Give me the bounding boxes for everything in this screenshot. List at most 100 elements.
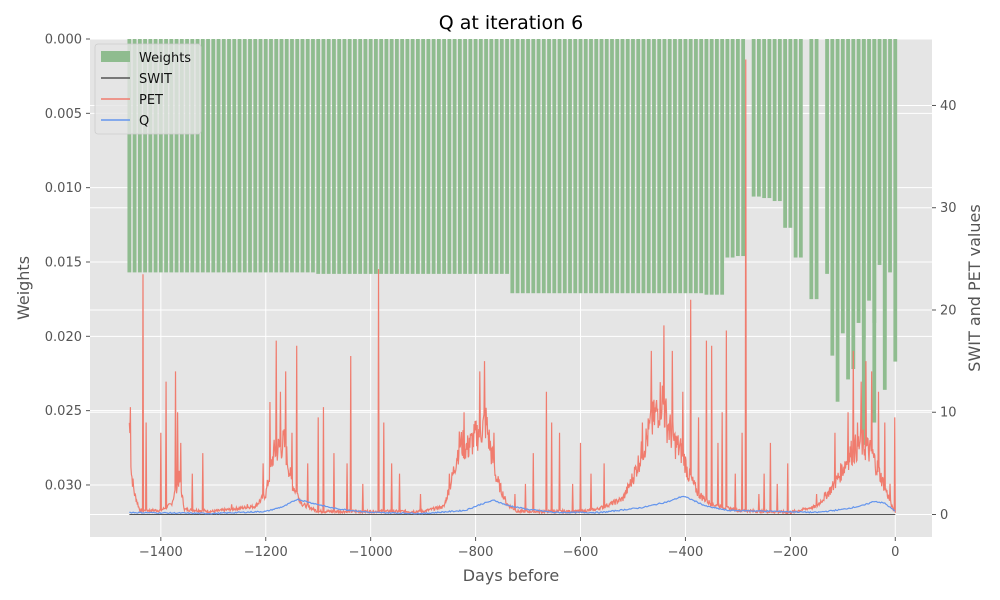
legend-box	[94, 43, 202, 135]
weight-bar	[431, 39, 436, 274]
weight-bar	[599, 39, 604, 294]
weight-bar	[248, 39, 252, 273]
x-tick-label: −800	[458, 545, 494, 560]
weight-bar	[888, 39, 892, 273]
weight-bar	[777, 39, 782, 202]
weight-bar	[715, 39, 719, 295]
legend-label-weights: Weights	[139, 51, 191, 66]
weight-bar	[284, 39, 289, 273]
weight-bar	[568, 39, 572, 294]
weight-bar	[358, 39, 363, 274]
weight-bar	[169, 39, 174, 273]
weight-bar	[825, 39, 829, 274]
weight-bar	[337, 39, 342, 274]
weight-bar	[195, 39, 200, 273]
weight-bar	[174, 39, 179, 273]
weight-bar	[436, 39, 441, 274]
weight-bar	[893, 39, 898, 362]
weight-bar	[237, 39, 242, 273]
weight-bar	[227, 39, 231, 273]
y-left-tick-label: 0.005	[45, 107, 82, 122]
weight-bar	[756, 39, 761, 197]
weight-bar	[374, 39, 378, 274]
weight-bar	[646, 39, 651, 294]
y-left-tick-label: 0.010	[45, 181, 82, 196]
q-line	[129, 495, 896, 515]
weight-bar	[269, 39, 273, 273]
weight-bar	[636, 39, 641, 294]
weight-bar	[783, 39, 787, 228]
weight-bar	[578, 39, 583, 294]
weight-bar	[347, 39, 352, 274]
weight-bar	[389, 39, 394, 274]
weight-bar	[531, 39, 536, 294]
weight-bar	[562, 39, 567, 294]
weight-bar	[846, 39, 850, 380]
weight-bar	[557, 39, 562, 294]
weight-bar	[625, 39, 630, 294]
weight-bar	[877, 39, 882, 265]
weight-bar	[709, 39, 714, 295]
weight-bar	[594, 39, 599, 294]
weight-bar	[316, 39, 321, 274]
weight-bar	[206, 39, 210, 273]
weight-bar	[190, 39, 195, 273]
y-right-tick-label: 0	[940, 508, 948, 523]
weight-bar	[221, 39, 226, 273]
weight-bar	[793, 39, 798, 258]
weight-bar	[589, 39, 593, 294]
weight-bar	[158, 39, 163, 273]
weight-bar	[132, 39, 137, 273]
weight-bar	[415, 39, 420, 274]
weight-bar	[788, 39, 793, 228]
weight-bar	[216, 39, 221, 273]
weight-bar	[809, 39, 814, 300]
weight-bar	[185, 39, 189, 273]
weight-bar	[835, 39, 840, 402]
weight-bar	[882, 39, 887, 390]
x-tick-label: −1200	[244, 545, 288, 560]
weight-bar	[494, 39, 499, 274]
x-tick-label: 0	[891, 545, 899, 560]
weight-bar	[552, 39, 557, 294]
weight-bar	[253, 39, 258, 273]
weight-bar	[678, 39, 683, 294]
weight-bar	[767, 39, 772, 199]
weight-bar	[290, 39, 294, 273]
y-left-tick-label: 0.025	[45, 404, 82, 419]
weight-bar	[604, 39, 609, 294]
x-tick-label: −200	[772, 545, 808, 560]
weight-bar	[762, 39, 767, 199]
weight-bar	[573, 39, 578, 294]
weight-bar	[353, 39, 357, 274]
weight-bar	[164, 39, 168, 273]
weight-bar	[751, 39, 756, 197]
weight-bar	[547, 39, 551, 294]
y-left-axis-label: Weights	[14, 256, 33, 320]
weight-bar	[673, 39, 677, 294]
weight-bar	[741, 39, 746, 257]
y-right-tick-label: 40	[940, 99, 957, 114]
weight-bar	[541, 39, 546, 294]
weight-bar	[463, 39, 467, 274]
weight-bar	[442, 39, 447, 274]
weight-bar	[814, 39, 819, 300]
y-left-tick-label: 0.020	[45, 330, 82, 345]
weight-bar	[148, 39, 153, 273]
y-left-tick-label: 0.030	[45, 478, 82, 493]
y-right-axis-label: SWIT and PET values	[965, 204, 984, 371]
x-tick-label: −1000	[349, 545, 393, 560]
weight-bar	[232, 39, 237, 273]
weight-bar	[652, 39, 656, 294]
weight-bar	[342, 39, 347, 274]
weight-bar	[772, 39, 777, 202]
weight-bar	[368, 39, 373, 274]
weight-bar	[311, 39, 315, 273]
weight-bar	[725, 39, 730, 258]
weight-bar	[405, 39, 410, 274]
x-tick-label: −600	[563, 545, 599, 560]
series-lines	[128, 59, 896, 516]
weight-bar	[421, 39, 426, 274]
weight-bar	[667, 39, 672, 294]
